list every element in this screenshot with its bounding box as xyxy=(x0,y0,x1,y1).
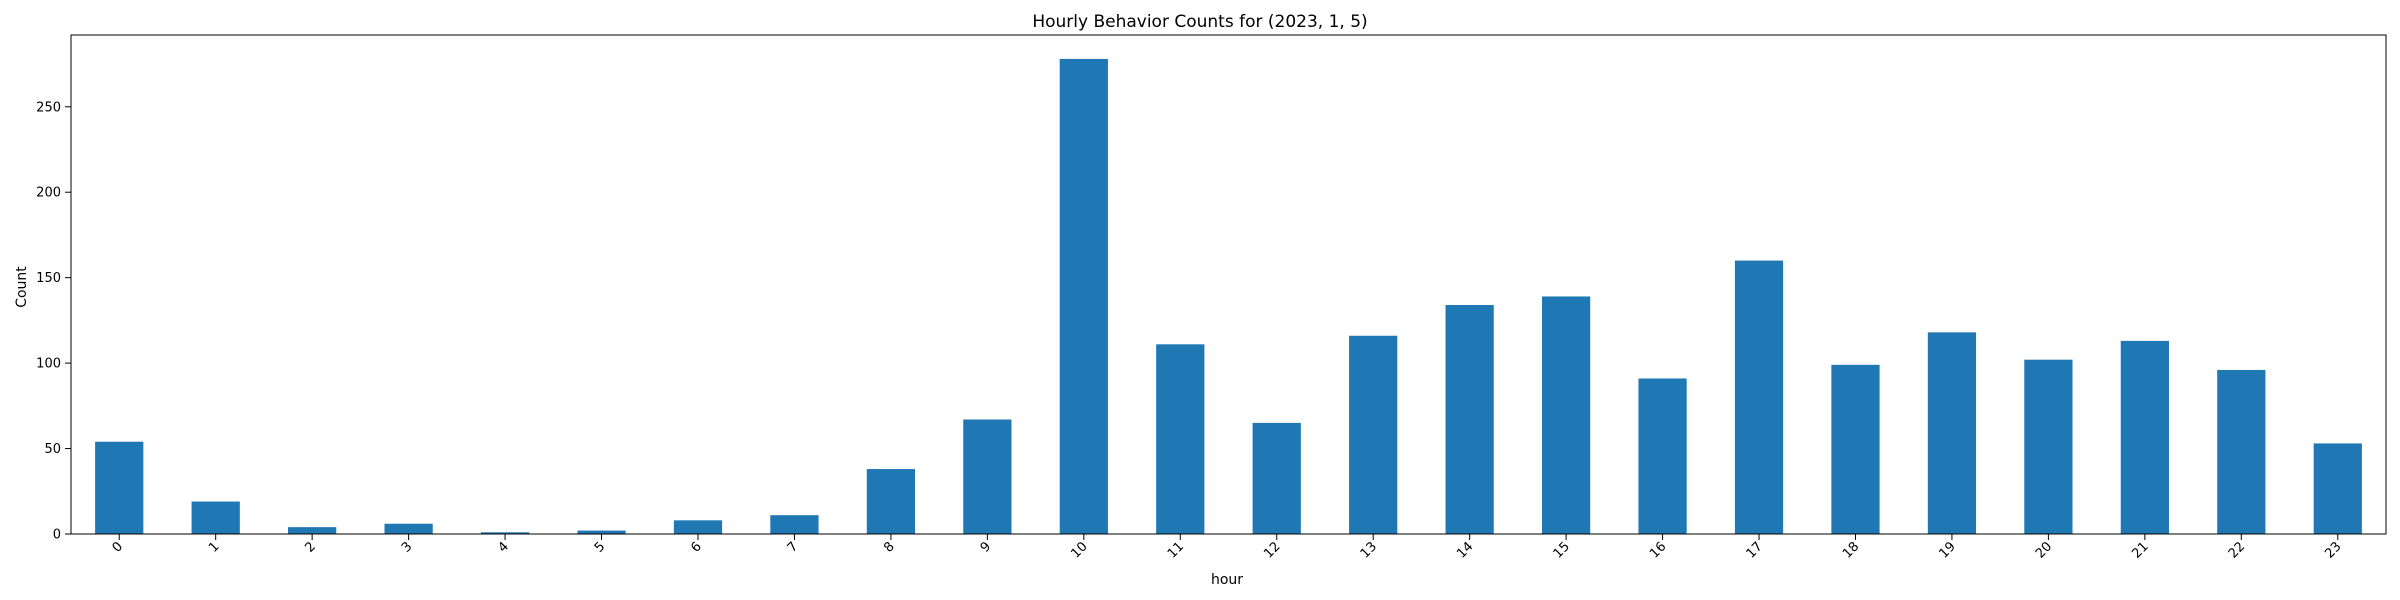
bars-group xyxy=(95,58,2362,535)
x-tick-label: 14 xyxy=(1454,539,1476,561)
y-tick-label: 150 xyxy=(36,271,61,286)
bar-hour-20 xyxy=(2024,359,2073,534)
y-tick-label: 100 xyxy=(36,357,61,372)
x-tick-label: 11 xyxy=(1165,539,1187,561)
x-tick-label: 4 xyxy=(495,539,511,555)
bar-hour-13 xyxy=(1349,335,1398,534)
bar-hour-2 xyxy=(288,527,337,534)
x-tick-label: 1 xyxy=(206,539,222,555)
bar-hour-23 xyxy=(2313,443,2362,534)
x-tick-label: 16 xyxy=(1647,539,1669,561)
y-axis-label: Count xyxy=(14,266,30,308)
bar-hour-17 xyxy=(1734,260,1784,534)
x-tick-label: 5 xyxy=(592,539,608,555)
chart-title: Hourly Behavior Counts for (2023, 1, 5) xyxy=(1032,12,1367,32)
y-tick-label: 200 xyxy=(36,186,61,201)
bar-hour-5 xyxy=(577,530,626,534)
x-tick-label: 9 xyxy=(978,539,994,555)
y-tick-label: 250 xyxy=(36,100,61,115)
y-tick-label: 50 xyxy=(44,442,61,457)
bar-hour-10 xyxy=(1059,58,1108,535)
x-tick-label: 21 xyxy=(2129,539,2151,561)
bar-hour-19 xyxy=(1927,332,1977,534)
x-tick-label: 8 xyxy=(881,539,897,555)
x-tick-label: 19 xyxy=(1936,539,1958,561)
x-tick-label: 20 xyxy=(2033,539,2055,561)
bar-hour-21 xyxy=(2120,340,2169,534)
bar-hour-9 xyxy=(963,419,1012,534)
x-tick-label: 15 xyxy=(1551,539,1573,561)
x-tick-label: 6 xyxy=(688,539,704,555)
bar-hour-0 xyxy=(95,441,144,534)
bar-hour-18 xyxy=(1831,364,1880,534)
bar-hour-4 xyxy=(480,532,530,534)
x-tick-label: 23 xyxy=(2322,539,2344,561)
x-tick-label: 22 xyxy=(2226,539,2248,561)
x-tick-label: 17 xyxy=(1744,539,1766,561)
x-tick-label: 18 xyxy=(1840,539,1862,561)
y-tick-label: 0 xyxy=(53,528,61,543)
bar-hour-16 xyxy=(1638,378,1687,534)
x-tick-label: 13 xyxy=(1358,539,1380,561)
bar-hour-11 xyxy=(1156,344,1205,534)
bar-hour-3 xyxy=(384,523,433,534)
bar-hour-22 xyxy=(2217,369,2266,534)
x-axis: 0 1 2 3 4 5 6 7 8 9 10 11 12 13 14 15 16 17 18 19 20 21 22 23 xyxy=(110,534,2345,562)
plot-area xyxy=(70,34,2387,535)
y-axis: 0 50 100 150 200 250 xyxy=(36,100,71,543)
bar-hour-14 xyxy=(1445,305,1494,534)
x-axis-label: hour xyxy=(1211,572,1243,588)
x-tick-label: 3 xyxy=(399,539,415,555)
bar-hour-7 xyxy=(770,515,819,534)
bar-hour-15 xyxy=(1541,296,1591,534)
bar-hour-12 xyxy=(1252,422,1301,534)
bar-hour-8 xyxy=(866,469,916,534)
bar-hour-1 xyxy=(191,501,240,534)
bar-hour-6 xyxy=(673,520,723,534)
x-tick-label: 12 xyxy=(1261,539,1283,561)
x-tick-label: 10 xyxy=(1068,539,1090,561)
plot-frame xyxy=(70,34,2387,535)
x-tick-label: 2 xyxy=(303,539,319,555)
x-tick-label: 7 xyxy=(785,539,801,555)
x-tick-label: 0 xyxy=(110,539,126,555)
